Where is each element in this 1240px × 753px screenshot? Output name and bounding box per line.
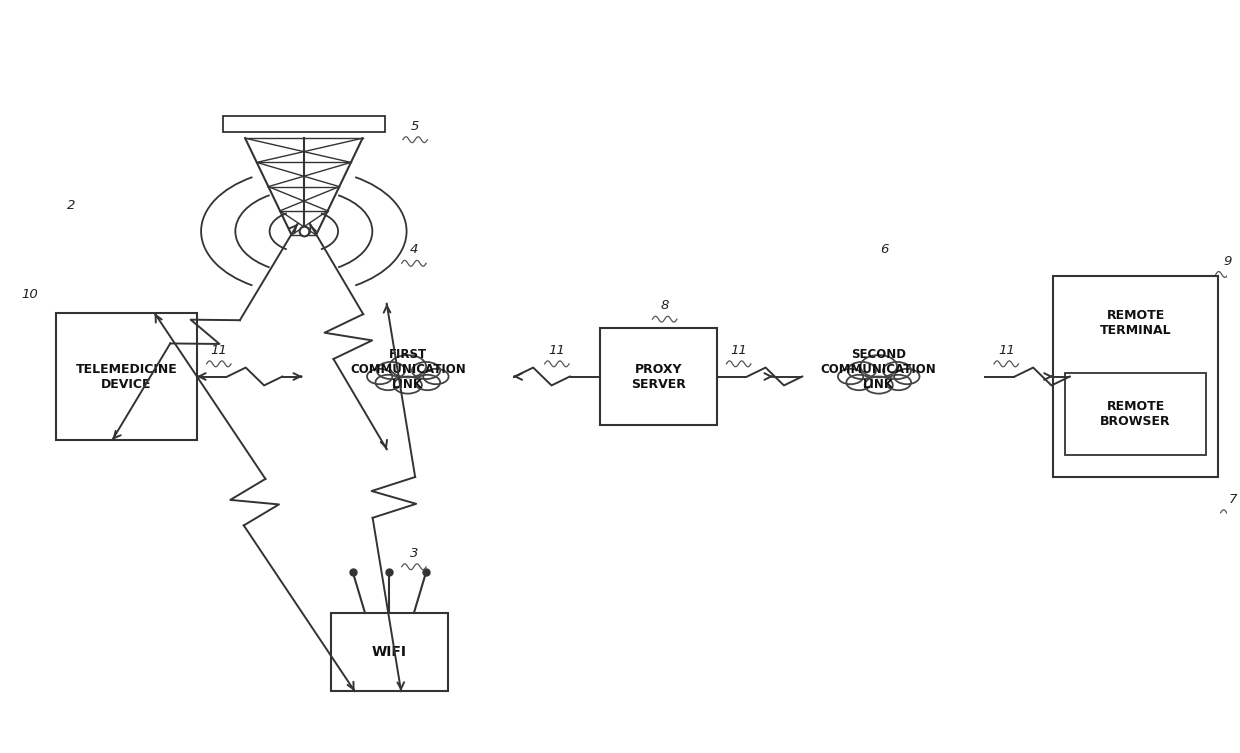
Circle shape	[864, 376, 893, 394]
Circle shape	[861, 355, 897, 377]
Text: 11: 11	[211, 344, 227, 357]
Circle shape	[377, 362, 405, 379]
Text: 7: 7	[1229, 493, 1238, 506]
Text: SECOND
COMMUNICATION
LINK: SECOND COMMUNICATION LINK	[821, 348, 936, 391]
Circle shape	[376, 375, 401, 390]
Circle shape	[894, 369, 920, 384]
Text: 8: 8	[661, 299, 668, 312]
Text: 3: 3	[409, 547, 418, 560]
FancyBboxPatch shape	[600, 328, 717, 425]
Text: 11: 11	[548, 344, 565, 357]
Text: REMOTE
BROWSER: REMOTE BROWSER	[1100, 400, 1171, 428]
FancyBboxPatch shape	[1065, 373, 1207, 455]
Circle shape	[847, 375, 872, 390]
Circle shape	[415, 375, 440, 390]
Text: 9: 9	[1224, 255, 1233, 267]
Text: 10: 10	[21, 288, 37, 301]
Text: 11: 11	[730, 344, 746, 357]
Circle shape	[389, 355, 427, 377]
Text: FIRST
COMMUNICATION
LINK: FIRST COMMUNICATION LINK	[350, 348, 466, 391]
Text: 5: 5	[410, 120, 419, 133]
Circle shape	[885, 375, 911, 390]
Circle shape	[423, 369, 449, 384]
Circle shape	[883, 362, 911, 379]
Text: REMOTE
TERMINAL: REMOTE TERMINAL	[1100, 309, 1172, 337]
Text: 11: 11	[998, 344, 1014, 357]
FancyBboxPatch shape	[56, 313, 197, 440]
Text: 2: 2	[67, 199, 76, 212]
Circle shape	[838, 369, 863, 384]
FancyBboxPatch shape	[223, 116, 384, 133]
FancyBboxPatch shape	[331, 613, 448, 691]
Circle shape	[412, 362, 440, 379]
FancyBboxPatch shape	[1053, 276, 1218, 477]
Text: WIFI: WIFI	[372, 645, 407, 659]
Text: 4: 4	[409, 243, 418, 257]
Circle shape	[848, 362, 875, 379]
Text: 6: 6	[880, 243, 889, 257]
Circle shape	[394, 376, 422, 394]
Text: TELEMEDICINE
DEVICE: TELEMEDICINE DEVICE	[76, 362, 177, 391]
Circle shape	[367, 369, 392, 384]
Text: PROXY
SERVER: PROXY SERVER	[631, 362, 686, 391]
